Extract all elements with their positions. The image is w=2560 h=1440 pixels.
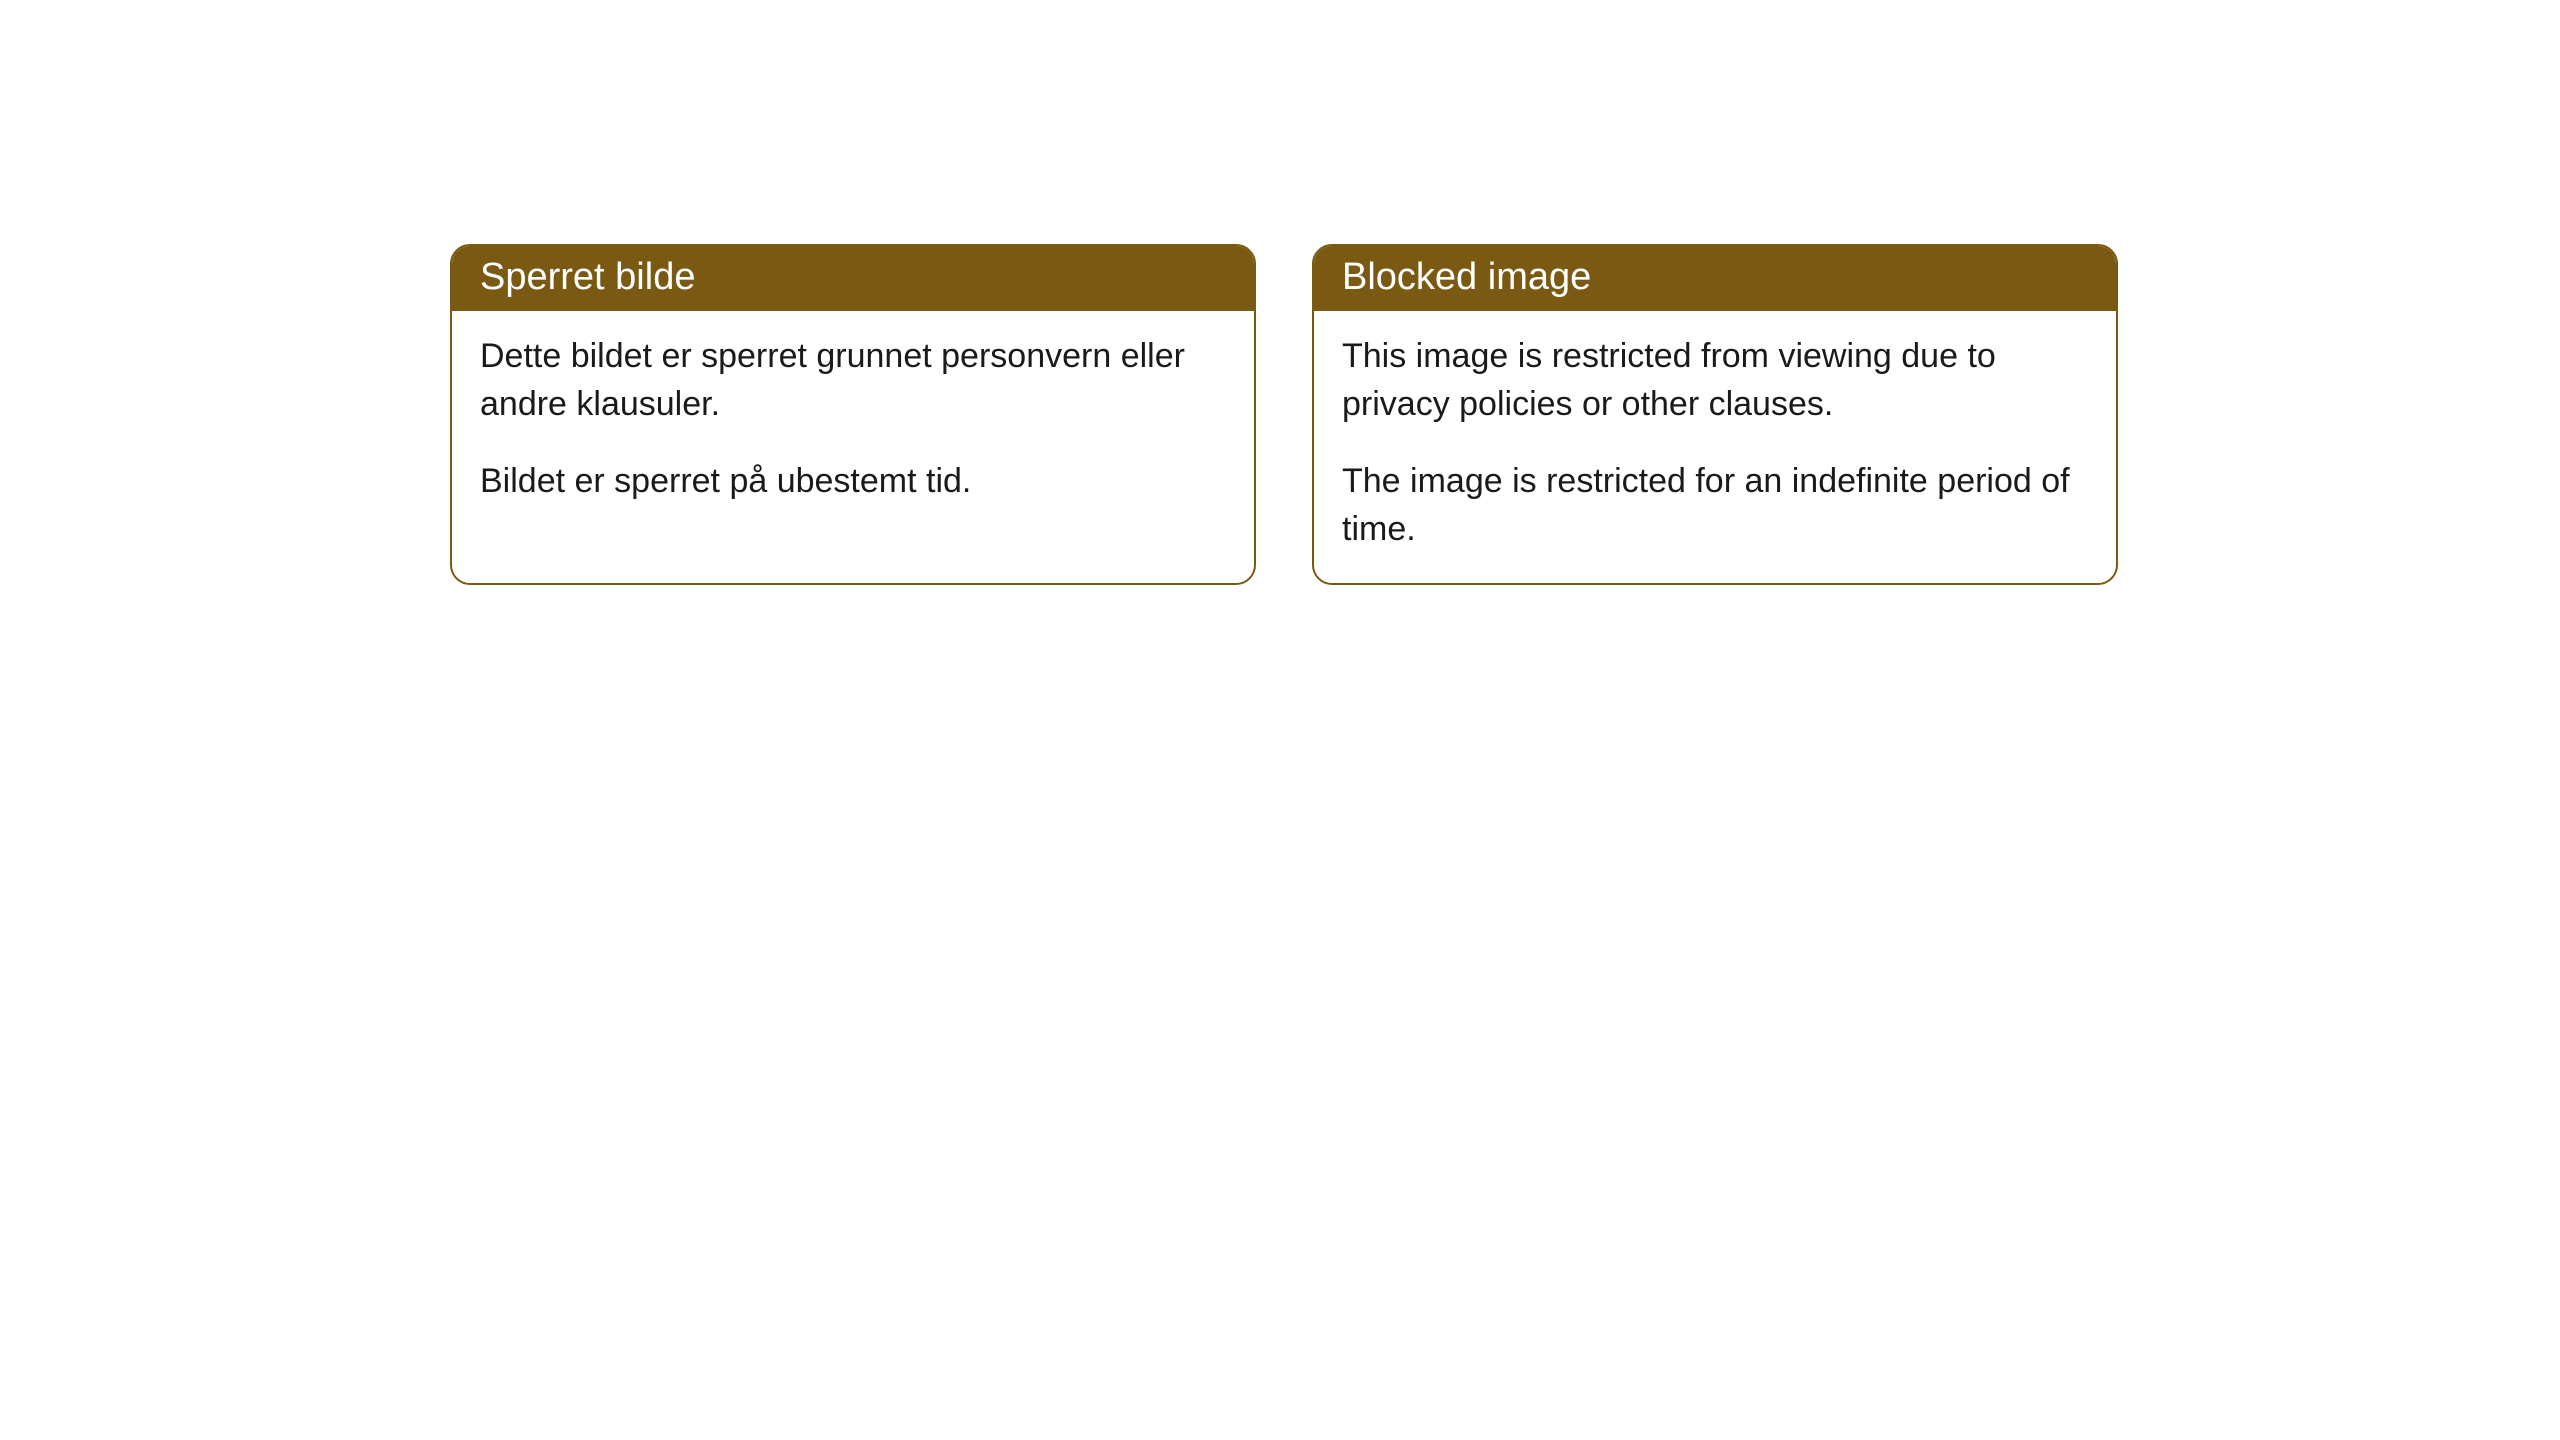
card-title: Blocked image	[1342, 256, 1591, 298]
card-paragraph: Dette bildet er sperret grunnet personve…	[480, 333, 1226, 428]
card-title: Sperret bilde	[480, 256, 695, 298]
blocked-image-card-norwegian: Sperret bilde Dette bildet er sperret gr…	[450, 244, 1256, 585]
card-paragraph: This image is restricted from viewing du…	[1342, 333, 2088, 428]
card-paragraph: The image is restricted for an indefinit…	[1342, 458, 2088, 553]
blocked-image-card-english: Blocked image This image is restricted f…	[1312, 244, 2118, 585]
card-paragraph: Bildet er sperret på ubestemt tid.	[480, 458, 1226, 506]
card-body: This image is restricted from viewing du…	[1314, 311, 2116, 583]
card-header: Blocked image	[1314, 246, 2116, 311]
card-body: Dette bildet er sperret grunnet personve…	[452, 311, 1254, 536]
card-header: Sperret bilde	[452, 246, 1254, 311]
notice-cards-container: Sperret bilde Dette bildet er sperret gr…	[0, 0, 2560, 585]
